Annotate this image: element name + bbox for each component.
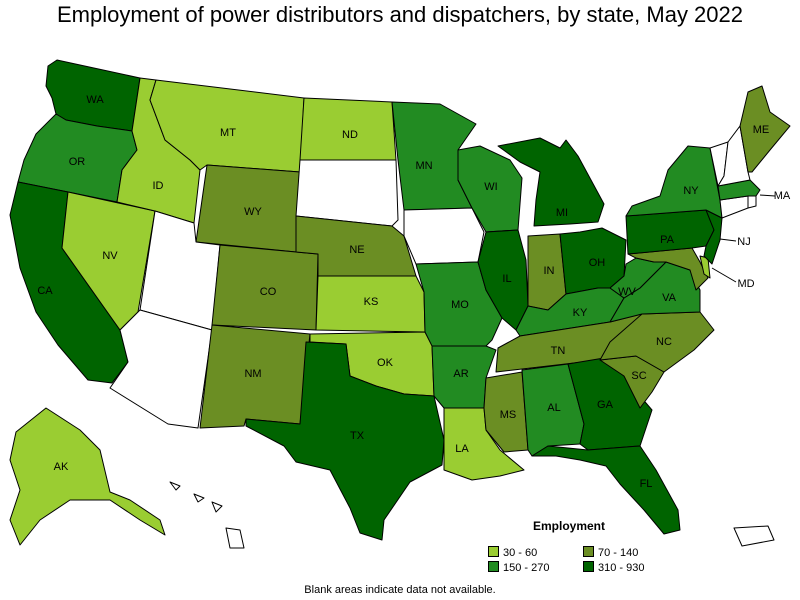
state-label-ga: GA bbox=[597, 399, 614, 411]
state-label-ok: OK bbox=[377, 357, 394, 369]
state-label-ny: NY bbox=[683, 185, 699, 197]
state-label-sc: SC bbox=[631, 370, 646, 382]
state-me bbox=[739, 85, 791, 173]
state-pr bbox=[733, 525, 775, 547]
state-label-nv: NV bbox=[102, 250, 118, 262]
state-mi bbox=[497, 137, 605, 227]
state-label-pa: PA bbox=[660, 234, 675, 246]
legend-swatch bbox=[583, 546, 594, 557]
legend-title: Employment bbox=[533, 519, 606, 533]
state-label-nj: NJ bbox=[737, 236, 750, 248]
state-tx bbox=[245, 341, 445, 541]
leader-line-nj bbox=[719, 238, 737, 242]
state-label-nc: NC bbox=[656, 336, 672, 348]
state-label-wa: WA bbox=[86, 94, 104, 106]
leader-lines bbox=[711, 194, 776, 283]
leader-line-ma bbox=[759, 194, 776, 197]
state-label-il: IL bbox=[502, 273, 511, 285]
state-label-ne: NE bbox=[349, 244, 364, 256]
legend-item-70-140: 70 - 140 bbox=[583, 546, 638, 559]
state-label-oh: OH bbox=[589, 257, 606, 269]
state-fl bbox=[531, 445, 681, 535]
state-label-or: OR bbox=[69, 156, 86, 168]
legend-item-150-270: 150 - 270 bbox=[488, 561, 549, 574]
state-label-tx: TX bbox=[350, 430, 365, 442]
state-label-ky: KY bbox=[573, 307, 588, 319]
state-label-mi: MI bbox=[556, 207, 568, 219]
state-label-mt: MT bbox=[220, 127, 236, 139]
state-ny bbox=[625, 145, 723, 219]
legend-swatch bbox=[583, 561, 594, 572]
state-label-md: MD bbox=[737, 278, 754, 290]
state-sd bbox=[295, 159, 399, 227]
state-ri bbox=[747, 195, 757, 209]
legend-swatch bbox=[488, 546, 499, 557]
state-az bbox=[109, 309, 213, 429]
state-label-me: ME bbox=[753, 124, 770, 136]
state-label-in: IN bbox=[544, 265, 555, 277]
state-label-wi: WI bbox=[484, 181, 497, 193]
footnote: Blank areas indicate data not available. bbox=[304, 584, 496, 596]
state-label-wv: WV bbox=[618, 286, 636, 298]
state-nj bbox=[703, 209, 723, 265]
state-md bbox=[627, 247, 709, 291]
state-label-id: ID bbox=[153, 180, 164, 192]
state-label-ma: MA bbox=[774, 190, 791, 202]
state-label-nm: NM bbox=[244, 368, 261, 380]
state-label-mo: MO bbox=[451, 299, 469, 311]
state-label-la: LA bbox=[455, 443, 469, 455]
state-ak bbox=[9, 407, 166, 546]
state-pa bbox=[625, 209, 715, 255]
legend-item-310-930: 310 - 930 bbox=[583, 561, 644, 574]
legend-item-30-60: 30 - 60 bbox=[488, 546, 537, 559]
state-label-tn: TN bbox=[551, 345, 566, 357]
state-label-va: VA bbox=[662, 292, 677, 304]
state-label-ak: AK bbox=[54, 461, 69, 473]
state-label-ms: MS bbox=[500, 409, 517, 421]
state-label-nd: ND bbox=[342, 129, 358, 141]
state-label-wy: WY bbox=[244, 206, 262, 218]
state-label-ks: KS bbox=[364, 296, 379, 308]
state-label-ca: CA bbox=[37, 285, 53, 297]
state-label-fl: FL bbox=[640, 478, 653, 490]
state-label-ar: AR bbox=[453, 368, 468, 380]
state-label-co: CO bbox=[260, 286, 277, 298]
legend-swatch bbox=[488, 561, 499, 572]
leader-line-md bbox=[711, 267, 737, 283]
state-label-mn: MN bbox=[415, 160, 432, 172]
map-title: Employment of power distributors and dis… bbox=[56, 2, 743, 27]
state-label-al: AL bbox=[547, 402, 560, 414]
state-ia bbox=[403, 207, 485, 265]
state-hi bbox=[169, 481, 245, 549]
